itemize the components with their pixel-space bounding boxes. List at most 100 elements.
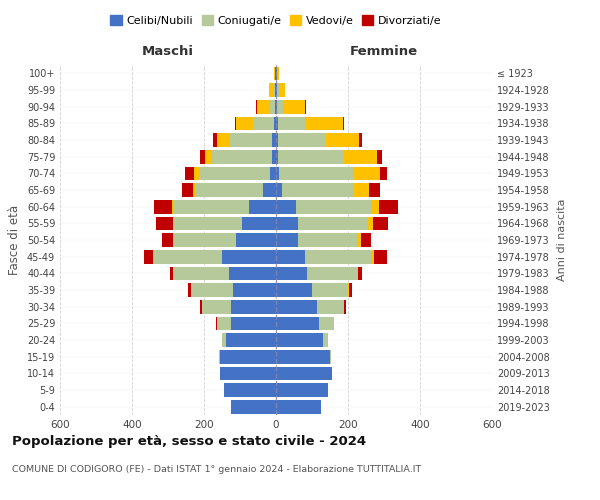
Bar	[277, 83, 278, 97]
Bar	[349, 283, 352, 297]
Bar	[276, 100, 277, 114]
Bar	[154, 200, 172, 213]
Bar	[257, 100, 269, 114]
Bar	[298, 233, 357, 247]
Bar	[369, 183, 380, 197]
Text: Femmine: Femmine	[350, 46, 418, 59]
Bar	[276, 233, 298, 247]
Bar	[231, 316, 276, 330]
Bar	[222, 333, 226, 347]
Bar	[371, 200, 379, 213]
Bar	[205, 150, 212, 164]
Bar	[374, 250, 387, 264]
Bar	[272, 133, 276, 147]
Bar	[357, 233, 361, 247]
Text: Popolazione per età, sesso e stato civile - 2024: Popolazione per età, sesso e stato civil…	[12, 435, 366, 448]
Bar	[263, 183, 276, 197]
Bar	[323, 333, 328, 347]
Bar	[276, 66, 277, 80]
Bar	[195, 183, 263, 197]
Bar	[276, 133, 278, 147]
Bar	[162, 233, 173, 247]
Bar	[368, 216, 373, 230]
Bar	[305, 116, 343, 130]
Bar	[226, 333, 276, 347]
Bar	[276, 383, 328, 397]
Bar	[276, 316, 319, 330]
Bar	[256, 100, 257, 114]
Bar	[276, 266, 307, 280]
Bar	[274, 66, 275, 80]
Bar	[305, 250, 371, 264]
Bar	[276, 200, 296, 213]
Bar	[274, 116, 276, 130]
Text: COMUNE DI CODIGORO (FE) - Dati ISTAT 1° gennaio 2024 - Elaborazione TUTTITALIA.I: COMUNE DI CODIGORO (FE) - Dati ISTAT 1° …	[12, 465, 421, 474]
Bar	[202, 300, 231, 314]
Bar	[229, 133, 272, 147]
Y-axis label: Anni di nascita: Anni di nascita	[557, 198, 566, 281]
Bar	[249, 200, 276, 213]
Bar	[275, 100, 276, 114]
Bar	[274, 83, 275, 97]
Bar	[373, 216, 388, 230]
Bar	[276, 333, 323, 347]
Bar	[182, 183, 193, 197]
Bar	[269, 83, 274, 97]
Bar	[194, 166, 199, 180]
Bar	[276, 366, 332, 380]
Bar	[236, 116, 253, 130]
Bar	[278, 116, 305, 130]
Bar	[277, 66, 278, 80]
Bar	[217, 316, 231, 330]
Bar	[276, 400, 321, 413]
Bar	[379, 200, 398, 213]
Bar	[348, 283, 349, 297]
Bar	[359, 133, 362, 147]
Bar	[170, 266, 173, 280]
Bar	[193, 183, 195, 197]
Bar	[213, 133, 217, 147]
Bar	[357, 266, 358, 280]
Bar	[298, 216, 368, 230]
Bar	[276, 250, 305, 264]
Bar	[276, 283, 312, 297]
Bar	[199, 166, 269, 180]
Bar	[275, 66, 276, 80]
Bar	[253, 116, 274, 130]
Bar	[305, 100, 306, 114]
Bar	[200, 300, 202, 314]
Bar	[220, 366, 276, 380]
Bar	[317, 300, 344, 314]
Bar	[276, 183, 283, 197]
Bar	[233, 283, 276, 297]
Bar	[231, 300, 276, 314]
Bar	[173, 200, 249, 213]
Bar	[319, 316, 334, 330]
Bar	[229, 266, 276, 280]
Bar	[231, 400, 276, 413]
Bar	[371, 250, 374, 264]
Bar	[276, 300, 317, 314]
Bar	[355, 166, 380, 180]
Bar	[344, 150, 377, 164]
Bar	[276, 166, 279, 180]
Bar	[185, 166, 194, 180]
Text: Maschi: Maschi	[142, 46, 194, 59]
Bar	[212, 150, 272, 164]
Bar	[276, 150, 278, 164]
Bar	[278, 150, 344, 164]
Bar	[272, 150, 276, 164]
Bar	[269, 100, 275, 114]
Bar	[173, 216, 242, 230]
Bar	[275, 83, 276, 97]
Bar	[220, 350, 276, 364]
Bar	[283, 183, 353, 197]
Bar	[242, 216, 276, 230]
Bar	[224, 383, 276, 397]
Bar	[276, 116, 278, 130]
Bar	[222, 250, 276, 264]
Bar	[312, 283, 348, 297]
Bar	[144, 250, 153, 264]
Bar	[154, 250, 222, 264]
Bar	[277, 100, 284, 114]
